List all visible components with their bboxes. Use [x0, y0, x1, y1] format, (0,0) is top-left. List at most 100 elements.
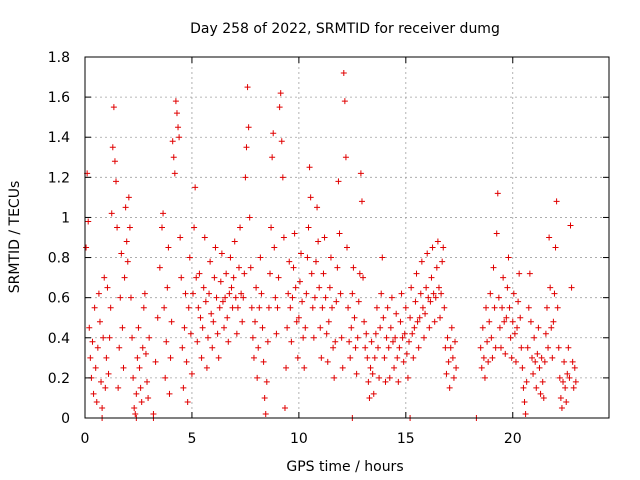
data-point [558, 404, 565, 411]
data-point [495, 294, 502, 301]
data-point [516, 270, 523, 277]
data-point [117, 294, 124, 301]
data-point [134, 354, 141, 361]
data-point [202, 298, 209, 305]
data-point [384, 304, 391, 311]
data-point [264, 338, 271, 345]
data-point [323, 330, 330, 337]
data-point [546, 234, 553, 241]
data-point [494, 190, 501, 197]
data-point [242, 174, 249, 181]
data-point [396, 344, 403, 351]
data-point [381, 354, 388, 361]
data-point [512, 358, 519, 365]
data-point [571, 364, 578, 371]
data-point [104, 284, 111, 291]
data-point [306, 164, 313, 171]
data-point [198, 354, 205, 361]
data-point [320, 270, 327, 277]
data-point [158, 224, 165, 231]
data-point [175, 124, 182, 131]
data-point [305, 224, 312, 231]
data-point [87, 354, 94, 361]
data-point [152, 358, 159, 365]
data-point [326, 284, 333, 291]
data-point [554, 304, 561, 311]
data-point [505, 254, 512, 261]
y-tick-label: 1 [61, 210, 70, 226]
data-point [274, 304, 281, 311]
data-point [163, 338, 170, 345]
data-point [222, 294, 229, 301]
data-point [420, 334, 427, 341]
data-point [280, 234, 287, 241]
data-point [442, 344, 449, 351]
data-point [203, 364, 210, 371]
data-point [327, 254, 334, 261]
data-point [417, 290, 424, 297]
data-point [177, 234, 184, 241]
data-point [448, 324, 455, 331]
data-point [552, 244, 559, 251]
data-point [283, 364, 290, 371]
x-tick-label: 5 [187, 431, 196, 447]
data-point [294, 354, 301, 361]
data-point [248, 304, 255, 311]
data-point [542, 330, 549, 337]
data-point [397, 318, 404, 325]
data-point [179, 344, 186, 351]
data-point [419, 304, 426, 311]
data-point [101, 274, 108, 281]
data-point [395, 378, 402, 385]
data-point [551, 290, 558, 297]
data-point [521, 398, 528, 405]
data-point [410, 354, 417, 361]
data-point [197, 314, 204, 321]
data-point [510, 290, 517, 297]
data-point [364, 354, 371, 361]
data-point [339, 364, 346, 371]
data-point [412, 298, 419, 305]
data-point [111, 158, 118, 165]
data-point [497, 344, 504, 351]
data-point [199, 324, 206, 331]
data-point [275, 274, 282, 281]
data-point [428, 274, 435, 281]
data-point [342, 154, 349, 161]
data-point [271, 244, 278, 251]
data-point [553, 198, 560, 205]
data-point [382, 378, 389, 385]
data-point [440, 244, 447, 251]
data-point [121, 274, 128, 281]
data-point [234, 304, 241, 311]
data-point [484, 338, 491, 345]
data-point [533, 384, 540, 391]
data-point [90, 390, 97, 397]
data-point [325, 318, 332, 325]
data-point [209, 344, 216, 351]
data-point [549, 354, 556, 361]
y-tick-label: 1.4 [48, 130, 70, 146]
data-point [490, 264, 497, 271]
data-point [437, 314, 444, 321]
data-point [491, 304, 498, 311]
data-point [478, 364, 485, 371]
data-point [120, 364, 127, 371]
data-point [171, 170, 178, 177]
data-point [360, 274, 367, 281]
data-point [261, 394, 268, 401]
data-point [226, 290, 233, 297]
data-point [184, 398, 191, 405]
data-point [139, 344, 146, 351]
data-point [422, 310, 429, 317]
data-point [447, 344, 454, 351]
data-point [393, 310, 400, 317]
data-point [483, 304, 490, 311]
data-point [378, 290, 385, 297]
data-point [349, 290, 356, 297]
data-point [331, 374, 338, 381]
data-point [403, 350, 410, 357]
data-point [358, 198, 365, 205]
data-point [312, 258, 319, 265]
data-point [485, 358, 492, 365]
